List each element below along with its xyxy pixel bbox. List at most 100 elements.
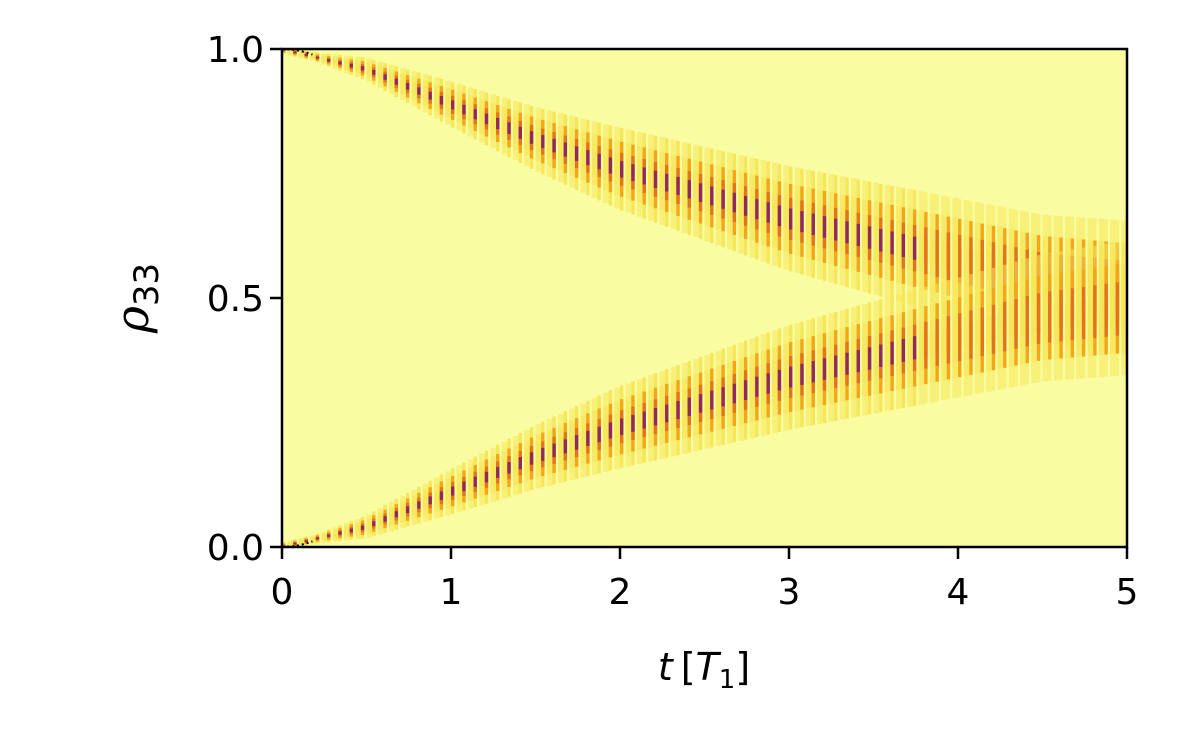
heatmap-cell <box>1048 304 1052 330</box>
heatmap-cell <box>845 221 849 244</box>
heatmap-cell <box>963 248 970 273</box>
y-axis-label-symbol: ρ <box>105 306 159 334</box>
heatmap-cell <box>417 87 421 95</box>
heatmap-cell <box>586 150 590 166</box>
heatmap-cell <box>591 151 598 168</box>
heatmap-cell <box>360 525 365 530</box>
heatmap-cell <box>558 441 564 456</box>
heatmap-cell <box>636 165 643 183</box>
heatmap-cell <box>755 199 759 220</box>
heatmap-cell <box>298 52 305 55</box>
heatmap-cell <box>817 359 823 382</box>
heatmap-cell <box>541 135 545 149</box>
heatmap-cell <box>451 486 455 496</box>
heatmap-cell <box>1098 297 1105 325</box>
heatmap-cell <box>766 373 770 394</box>
heatmap-cell <box>298 541 305 544</box>
heatmap-cell <box>929 332 936 356</box>
x-axis-label-var: t <box>658 645 675 689</box>
heatmap-cell <box>529 452 534 465</box>
heatmap-cell <box>484 113 489 125</box>
heatmap-cell <box>918 334 925 359</box>
heatmap-cell <box>698 183 703 202</box>
heatmap-cell <box>338 531 342 535</box>
heatmap-cell <box>366 67 373 73</box>
plot-background <box>282 49 1127 547</box>
heatmap-cell <box>456 102 463 112</box>
heatmap-cell <box>338 61 342 65</box>
heatmap-cell <box>935 330 939 355</box>
heatmap-cell <box>321 535 328 539</box>
heatmap-cell <box>451 100 455 110</box>
heatmap-cell <box>349 63 353 68</box>
heatmap-cell <box>377 518 384 524</box>
heatmap-cell <box>687 397 691 416</box>
heatmap-cell <box>439 96 444 105</box>
heatmap-cell <box>862 225 868 248</box>
heatmap-cell <box>681 399 688 418</box>
heatmap-cell <box>574 146 579 161</box>
heatmap-cell <box>997 315 1004 341</box>
heatmap-cell <box>580 433 587 448</box>
heatmap-cell <box>434 493 440 503</box>
heatmap-cell <box>794 365 801 387</box>
heatmap-cell <box>867 347 872 370</box>
heatmap-cell <box>631 414 635 432</box>
heatmap-cell <box>732 192 737 213</box>
heatmap-cell <box>389 513 395 520</box>
heatmap-cell <box>659 406 666 424</box>
heatmap-cell <box>901 338 906 362</box>
heatmap-cell <box>862 348 868 371</box>
heatmap-cell <box>704 184 711 204</box>
heatmap-cell <box>676 401 680 420</box>
x-axis-label-sub: 1 <box>719 665 736 695</box>
heatmap-cell <box>755 376 759 397</box>
heatmap-cell <box>715 188 722 208</box>
heatmap-cell <box>479 474 485 485</box>
heatmap-cell <box>783 207 789 228</box>
heatmap-cell <box>704 392 711 412</box>
heatmap-cell <box>856 350 860 373</box>
heatmap-cell <box>693 181 699 201</box>
heatmap-cell <box>890 341 894 365</box>
heatmap-cell <box>428 91 432 100</box>
heatmap-cell <box>327 59 331 62</box>
heatmap-cell <box>974 321 981 346</box>
heatmap-cell <box>631 164 635 182</box>
heatmap-cell <box>924 239 928 263</box>
heatmap-cell <box>952 326 958 351</box>
heatmap-cell <box>969 322 973 347</box>
heatmap-cell <box>524 454 530 468</box>
heatmap-cell <box>304 540 308 542</box>
heatmap-cell <box>648 409 654 427</box>
heatmap-cell <box>867 226 872 249</box>
heatmap-cell <box>986 318 992 343</box>
heatmap-cell <box>1019 310 1026 336</box>
heatmap-cell <box>946 244 951 269</box>
heatmap-cell <box>1081 299 1086 327</box>
heatmap-cell <box>569 437 575 452</box>
heatmap-cell <box>1031 307 1037 333</box>
heatmap-cell <box>462 481 466 492</box>
heatmap-cell <box>546 445 553 460</box>
heatmap-cell <box>648 169 654 187</box>
heatmap-cell <box>546 136 553 151</box>
heatmap-cell <box>732 383 737 404</box>
heatmap-cell <box>439 491 444 500</box>
heatmap-cell <box>310 55 316 58</box>
x-axis-label-sym: T <box>696 645 722 689</box>
heatmap-cell <box>676 176 680 195</box>
heatmap-cell <box>512 459 519 472</box>
y-tick-label: 0.0 <box>207 528 264 569</box>
heatmap-cell <box>681 178 688 197</box>
heatmap-cell <box>467 107 474 117</box>
heatmap-cell <box>1104 297 1108 324</box>
heatmap-cell <box>991 316 996 342</box>
heatmap-cell <box>473 476 477 487</box>
heatmap-cell <box>929 240 936 264</box>
heatmap-cell <box>614 159 620 176</box>
heatmap-cell <box>287 544 294 546</box>
heatmap-cell <box>789 366 793 388</box>
heatmap-cell <box>879 228 883 252</box>
heatmap-cell <box>484 471 489 483</box>
